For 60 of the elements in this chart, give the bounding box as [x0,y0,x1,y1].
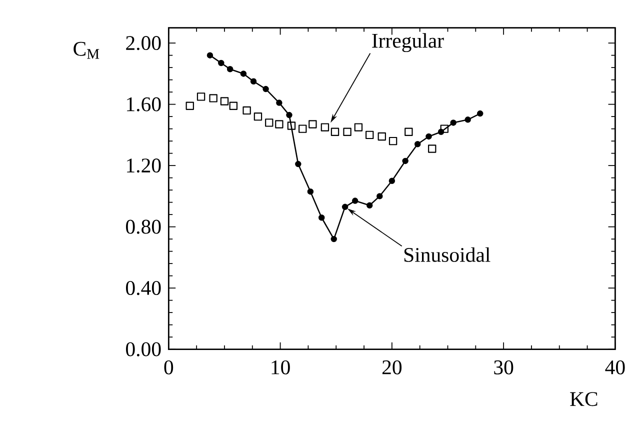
point [287,122,296,130]
point [229,102,238,110]
point [298,124,307,134]
x-axis-title: KC [570,392,598,406]
point [388,137,398,146]
annotation: Irregular [372,33,444,52]
point [275,120,284,129]
point [295,161,302,168]
x-tick-label: 30 [494,360,514,375]
point [262,86,269,92]
point [226,66,234,72]
point [220,97,229,106]
y-tick-label: 0.80 [126,220,161,234]
y-tick-label: 0.40 [126,281,161,296]
point [352,198,358,204]
point [426,134,432,140]
point [286,112,292,118]
point [464,116,471,123]
point [209,94,218,102]
x-tick-label: 10 [272,360,290,375]
point [307,188,314,195]
point [330,236,337,242]
point [388,178,396,184]
point [318,214,325,221]
point [354,123,363,132]
point [477,110,484,117]
point [450,120,456,126]
point [265,118,274,127]
point [218,60,224,66]
point [206,52,214,59]
point [276,100,282,106]
y-axis-title: C$_{M}$ [74,42,100,59]
y-tick-label: 2.00 [126,36,161,50]
point [402,158,408,164]
y-tick-label: 1.20 [127,158,161,173]
point [330,128,340,136]
y-tick-label: 1.60 [127,97,161,112]
point [366,202,373,209]
point [428,144,436,154]
annotation: Sinusoidal [404,248,490,262]
point [320,123,330,132]
point [250,78,257,85]
point [366,131,374,140]
x-tick-label: 40 [605,360,625,375]
point [376,193,383,200]
point [343,128,352,136]
point [308,120,317,129]
point [404,128,413,136]
point [342,204,348,210]
point [196,92,206,101]
point [414,141,421,148]
point [186,102,194,110]
point [378,132,386,141]
x-tick-label: 0 [164,360,174,375]
point [242,106,251,115]
point [254,112,262,121]
point [240,70,247,77]
y-tick-label: 0.00 [126,342,161,357]
point [440,124,449,134]
x-tick-label: 20 [382,360,402,375]
